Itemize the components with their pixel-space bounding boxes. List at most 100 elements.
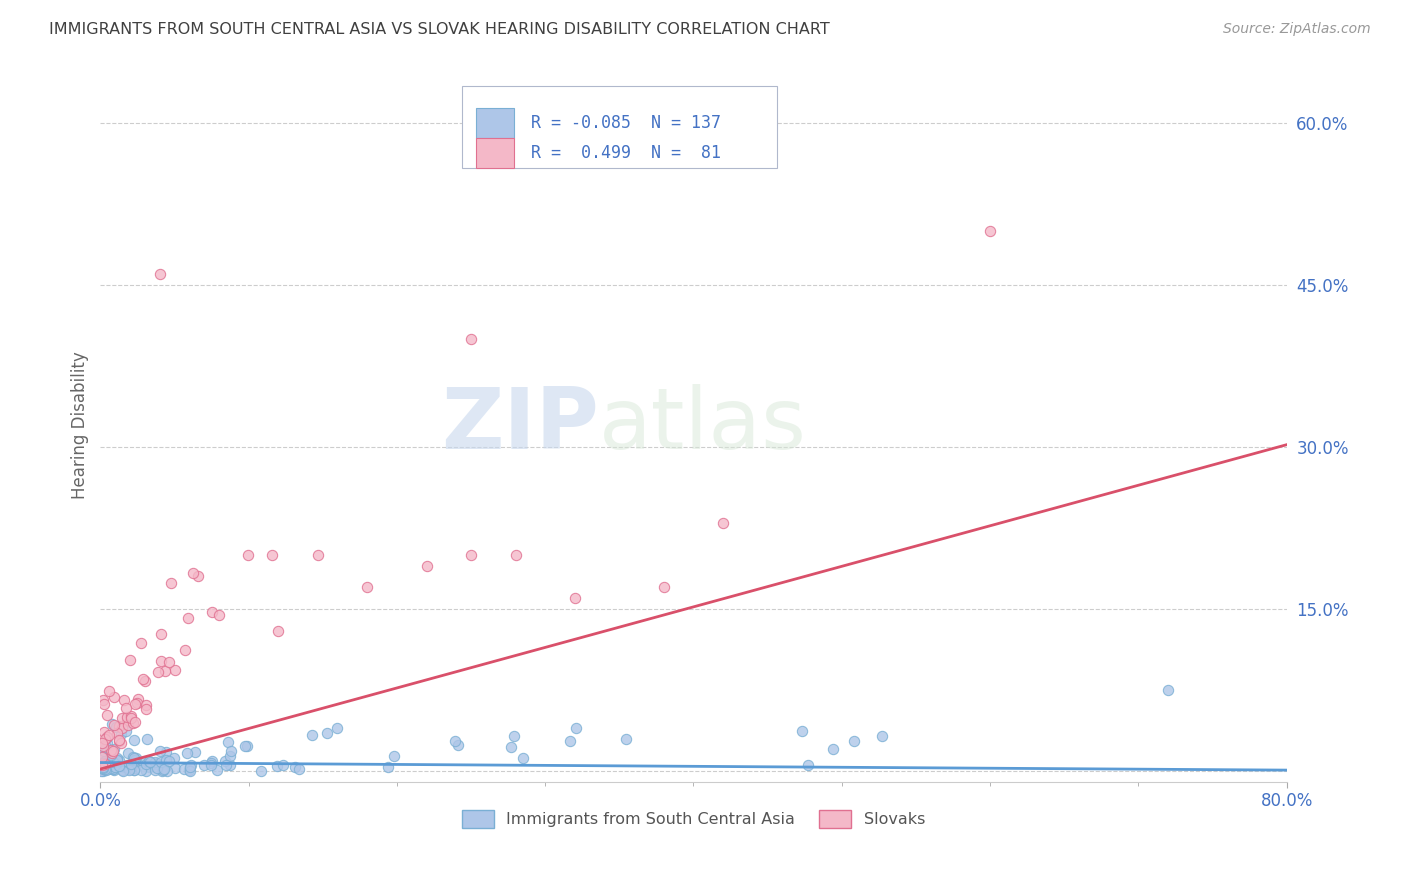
Point	[155, 745, 177, 759]
Point	[139, 756, 162, 770]
Point	[104, 720, 127, 734]
Point	[90, 756, 112, 770]
Point	[124, 755, 146, 769]
Point	[97, 755, 120, 769]
Point	[94, 752, 117, 766]
Text: Source: ZipAtlas.com: Source: ZipAtlas.com	[1223, 22, 1371, 37]
Point	[111, 760, 134, 774]
Point	[120, 756, 142, 771]
Point	[183, 566, 205, 580]
Point	[121, 715, 143, 730]
Point	[96, 739, 118, 754]
Point	[565, 722, 588, 736]
Point	[100, 717, 122, 731]
Point	[150, 626, 173, 640]
Point	[91, 760, 114, 774]
Point	[91, 736, 114, 750]
Point	[163, 751, 186, 765]
Point	[131, 672, 153, 686]
Point	[93, 698, 115, 712]
Point	[262, 548, 284, 562]
Point	[100, 743, 122, 757]
Point	[90, 750, 112, 764]
Point	[790, 723, 813, 738]
Point	[96, 730, 118, 744]
Point	[149, 744, 172, 758]
Point	[122, 764, 145, 778]
Point	[105, 751, 128, 765]
Point	[103, 758, 125, 772]
Point	[143, 755, 166, 769]
Point	[111, 711, 134, 725]
Point	[91, 739, 114, 753]
Point	[108, 733, 131, 747]
Point	[100, 761, 122, 775]
Point	[505, 548, 527, 562]
Point	[460, 332, 482, 346]
Point	[107, 725, 129, 739]
Point	[101, 756, 124, 770]
Point	[96, 736, 118, 750]
Point	[200, 756, 222, 771]
Point	[91, 761, 114, 775]
Point	[233, 739, 256, 754]
Bar	[477, 137, 515, 168]
Point	[90, 764, 112, 779]
Point	[149, 755, 172, 769]
Point	[111, 763, 134, 777]
Point	[844, 734, 866, 748]
Point	[112, 764, 135, 778]
Point	[652, 581, 675, 595]
Point	[205, 763, 228, 777]
Point	[325, 721, 347, 735]
Point	[112, 692, 135, 706]
Point	[91, 748, 114, 763]
Point	[122, 750, 145, 764]
Point	[316, 726, 339, 740]
Point	[91, 758, 114, 772]
Point	[177, 610, 200, 624]
Point	[107, 757, 129, 772]
Point	[129, 763, 152, 777]
Point	[155, 753, 177, 767]
Point	[94, 754, 117, 768]
Point	[115, 701, 138, 715]
Point	[271, 757, 294, 772]
Point	[105, 753, 128, 767]
Point	[174, 643, 197, 657]
Point	[138, 760, 160, 774]
Point	[94, 763, 117, 777]
Point	[711, 516, 734, 530]
Point	[218, 749, 240, 764]
Point	[103, 744, 125, 758]
Point	[97, 756, 120, 770]
Point	[124, 761, 146, 775]
Point	[110, 737, 132, 751]
Point	[101, 746, 124, 760]
Point	[125, 750, 148, 764]
Point	[91, 757, 114, 772]
Point	[96, 763, 118, 777]
FancyBboxPatch shape	[463, 87, 776, 169]
Point	[115, 713, 138, 727]
Point	[98, 684, 121, 698]
Point	[97, 756, 120, 770]
Y-axis label: Hearing Disability: Hearing Disability	[72, 351, 89, 500]
Point	[979, 224, 1001, 238]
Point	[118, 762, 141, 776]
Text: IMMIGRANTS FROM SOUTH CENTRAL ASIA VS SLOVAK HEARING DISABILITY CORRELATION CHAR: IMMIGRANTS FROM SOUTH CENTRAL ASIA VS SL…	[49, 22, 830, 37]
Point	[160, 576, 183, 591]
Point	[443, 734, 465, 748]
Point	[91, 692, 114, 706]
Point	[91, 756, 114, 771]
Point	[236, 739, 259, 754]
Point	[98, 761, 121, 775]
Point	[136, 732, 159, 747]
Point	[150, 764, 173, 778]
Point	[149, 267, 172, 281]
Point	[111, 721, 134, 735]
Point	[145, 757, 167, 772]
Point	[103, 741, 125, 756]
Point	[176, 747, 198, 761]
Legend: Immigrants from South Central Asia, Slovaks: Immigrants from South Central Asia, Slov…	[456, 804, 932, 835]
